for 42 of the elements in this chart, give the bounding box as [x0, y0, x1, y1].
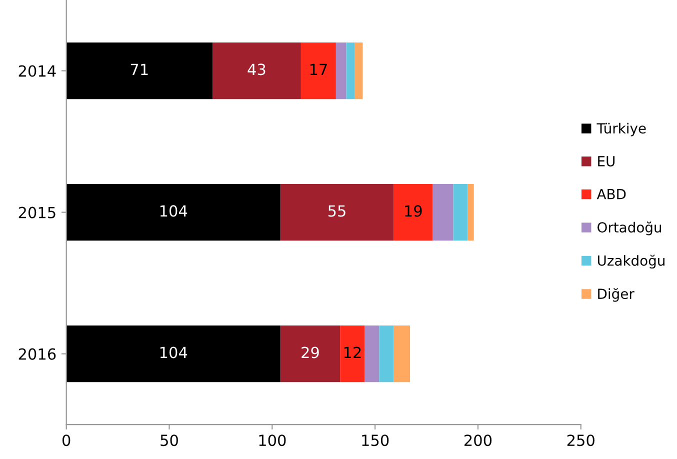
legend-label: Ortadoğu	[598, 221, 662, 236]
legend-label: ABD	[596, 189, 626, 200]
x-tick-label: 0	[62, 434, 70, 446]
bar	[336, 42, 346, 100]
y-tick-label: 2015	[18, 206, 56, 218]
bar	[394, 184, 433, 241]
x-tick-label: 250	[567, 434, 594, 446]
y-tick-label: 2014	[18, 65, 56, 77]
data-label: 71	[130, 64, 148, 75]
x-tick-label: 50	[160, 434, 178, 446]
data-label: 12	[344, 346, 361, 358]
x-tick-label: 100	[259, 434, 286, 446]
data-label: 43	[248, 64, 266, 76]
bar	[280, 326, 340, 382]
data-label: 19	[405, 205, 422, 217]
bar	[394, 326, 410, 382]
x-tick-label: 150	[362, 434, 389, 446]
legend-label: Diğer	[598, 288, 634, 302]
data-label: 104	[160, 205, 188, 217]
bar	[300, 42, 336, 100]
bar	[66, 184, 280, 241]
legend-label: Uzakdoğu	[598, 254, 664, 269]
bar	[66, 42, 212, 100]
bar	[66, 326, 280, 382]
bar	[280, 184, 394, 241]
legend-label: Türkiye	[596, 122, 646, 136]
data-label: 17	[310, 64, 327, 75]
bar	[346, 42, 354, 100]
bar	[354, 42, 363, 100]
data-label: 104	[160, 346, 188, 358]
data-label: 29	[302, 346, 319, 358]
bar	[432, 184, 454, 241]
y-tick-label: 2016	[18, 348, 56, 360]
legend-label: EU	[598, 156, 614, 166]
bar	[379, 326, 394, 382]
x-tick-label: 200	[464, 434, 492, 446]
data-label: 55	[328, 205, 346, 217]
bar	[364, 326, 380, 382]
bar	[453, 184, 468, 241]
bar	[340, 326, 365, 382]
bar	[468, 184, 474, 241]
bar	[212, 42, 301, 100]
